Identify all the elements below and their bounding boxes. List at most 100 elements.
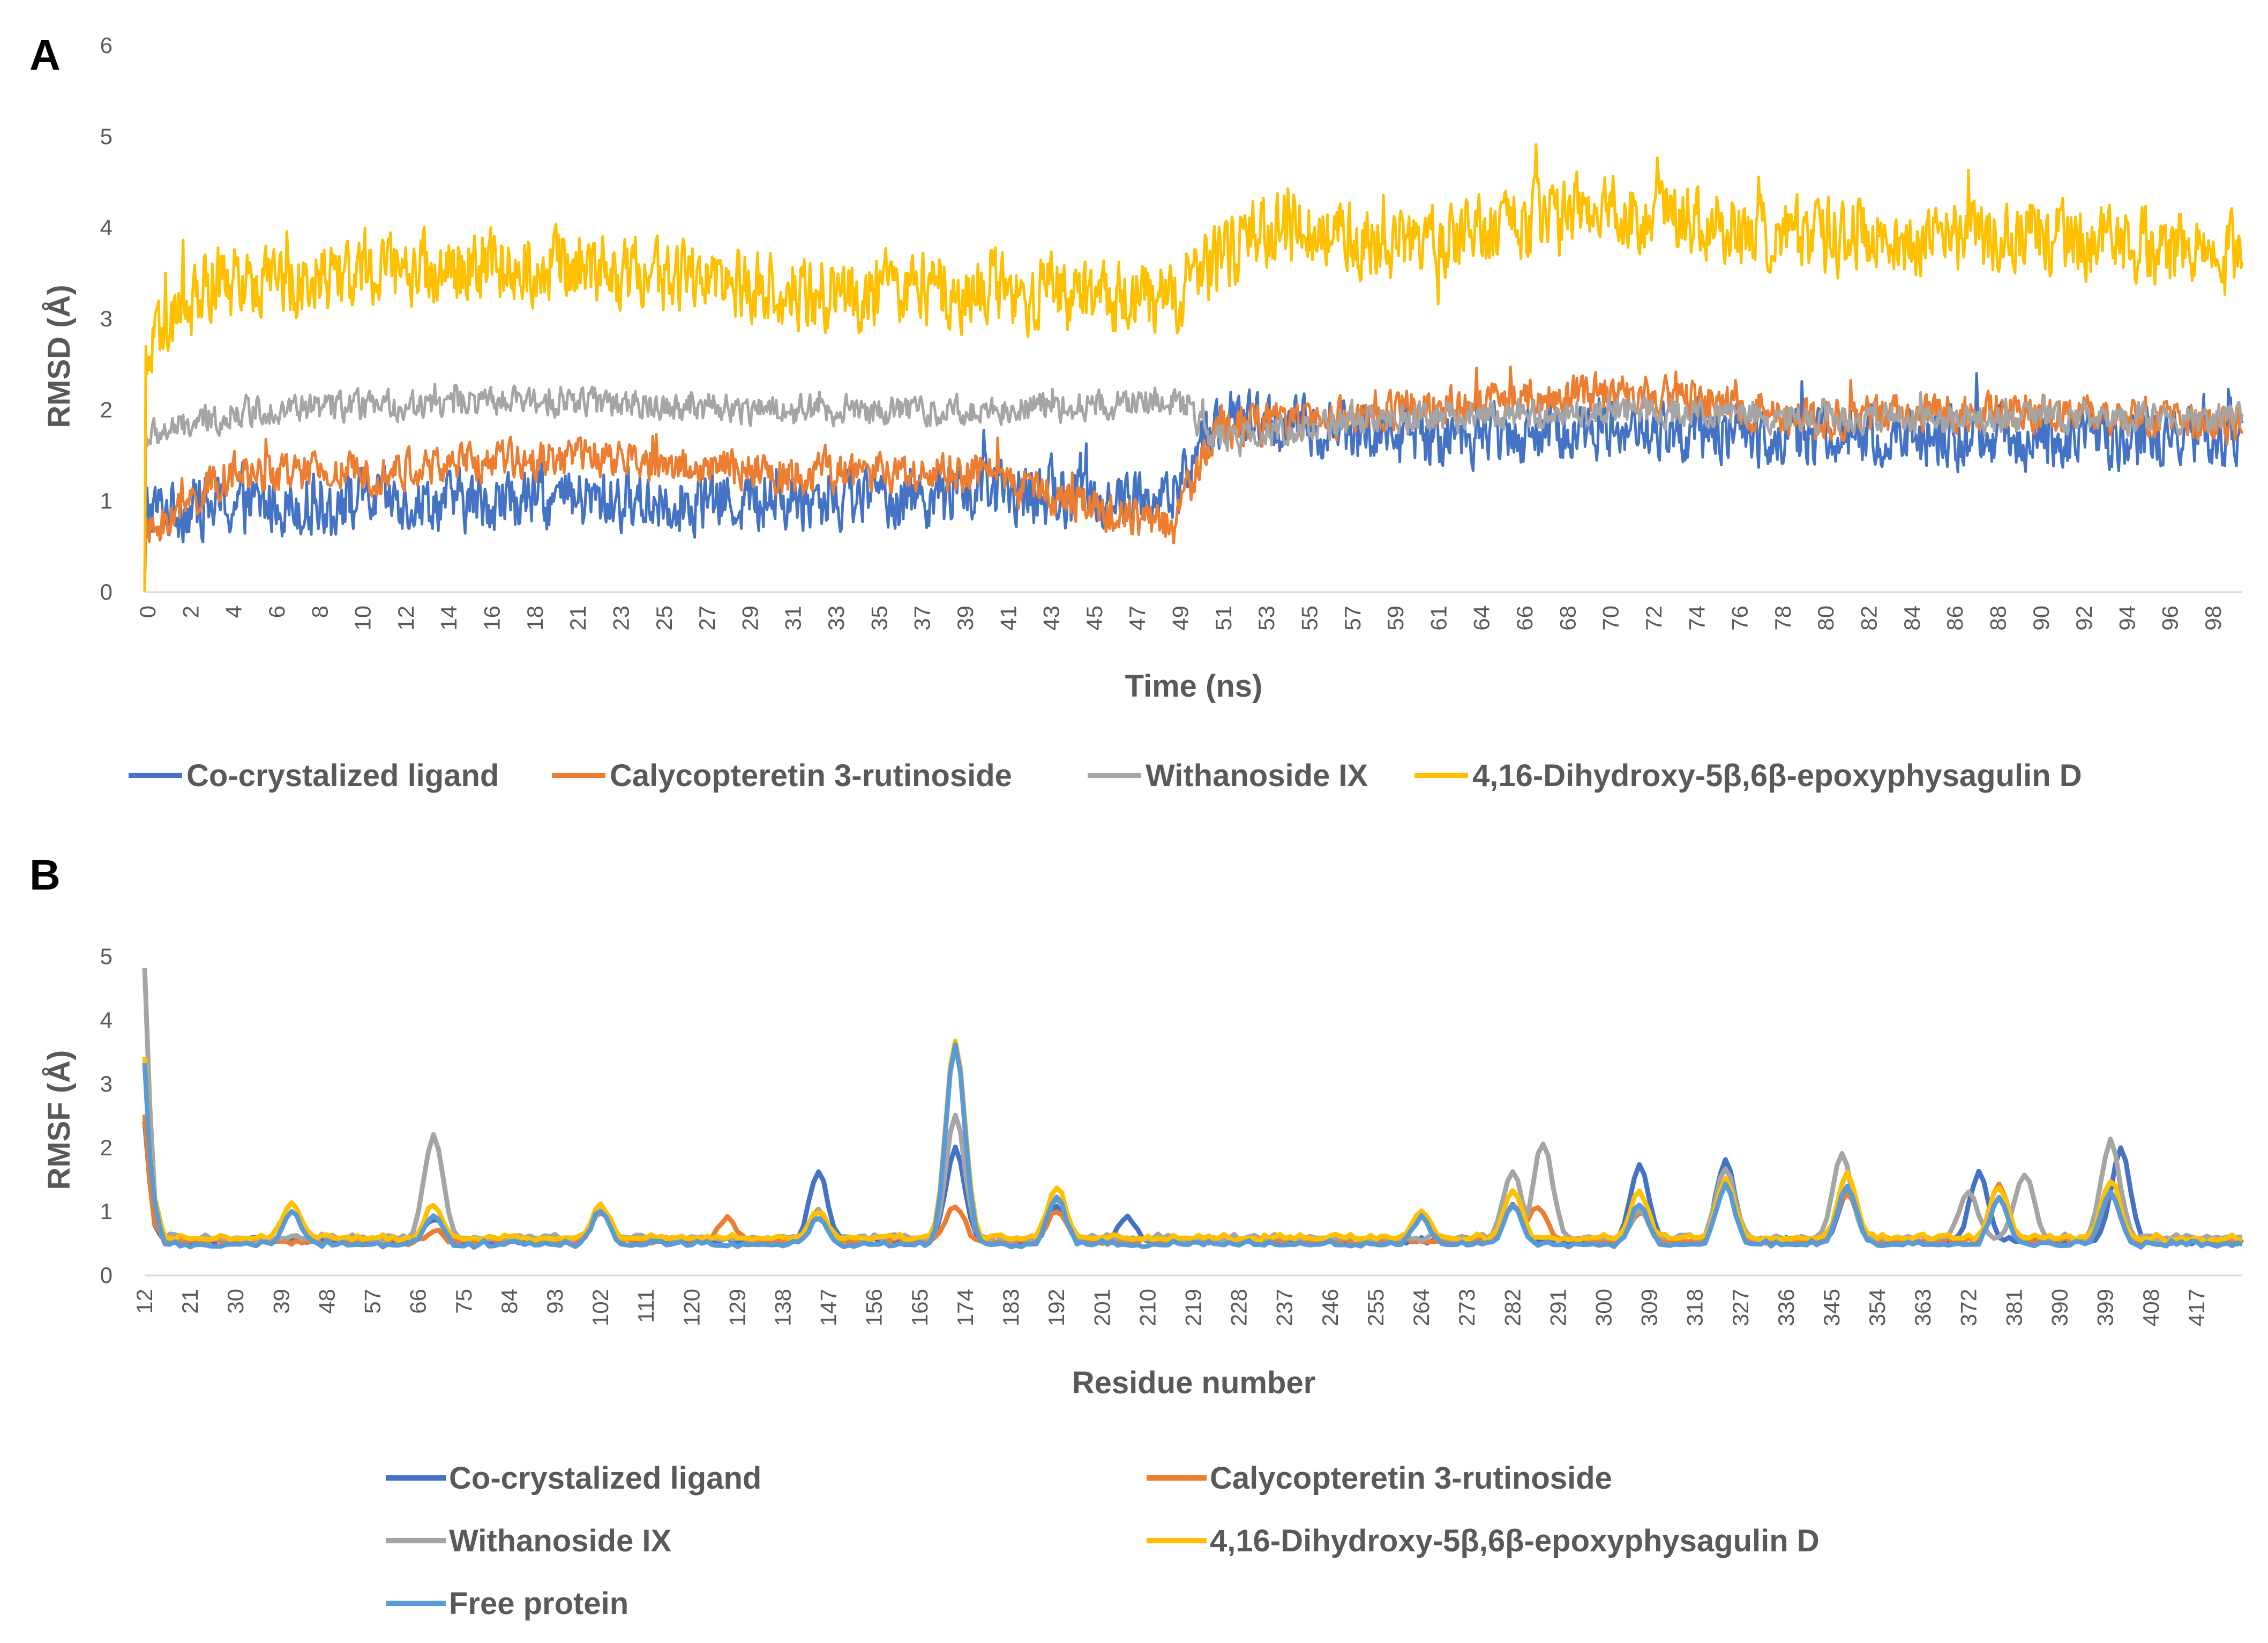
rmsf-x-tick: 111 (633, 1289, 658, 1323)
rmsf-x-tick: 318 (1682, 1289, 1708, 1326)
rmsd-x-tick: 53 (1254, 606, 1279, 631)
rmsd-legend-label: Calycopteretin 3-rutinoside (610, 758, 1012, 793)
rmsd-y-tick: 5 (100, 124, 113, 149)
rmsd-x-tick: 64 (1469, 606, 1494, 631)
rmsd-y-tick: 2 (100, 397, 113, 422)
rmsd-x-tick: 43 (1039, 606, 1064, 631)
rmsf-legend-label: Calycopteretin 3-rutinoside (1210, 1461, 1612, 1496)
rmsf-legend-label: Free protein (449, 1586, 628, 1621)
rmsf-y-tick: 4 (100, 1007, 113, 1033)
rmsd-x-tick: 2 (178, 606, 203, 618)
rmsd-legend-label: Co-crystalized ligand (186, 758, 499, 793)
rmsd-x-tick: 29 (737, 606, 762, 631)
rmsf-y-tick: 3 (100, 1071, 113, 1096)
rmsf-series-line (142, 1039, 2243, 1245)
rmsd-x-tick: 47 (1125, 606, 1150, 631)
rmsd-x-tick: 76 (1727, 606, 1753, 631)
rmsf-x-tick: 201 (1089, 1289, 1114, 1326)
rmsf-x-tick: 246 (1318, 1289, 1343, 1326)
rmsd-x-tick: 80 (1813, 606, 1838, 631)
rmsf-x-tick: 48 (314, 1289, 339, 1314)
rmsf-x-tick: 219 (1181, 1289, 1206, 1326)
rmsd-x-tick: 12 (393, 606, 418, 631)
rmsd-x-tick: 90 (2029, 606, 2054, 631)
rmsd-x-tick: 18 (522, 606, 548, 631)
rmsf-x-tick: 129 (724, 1289, 750, 1326)
rmsd-y-tick: 3 (100, 306, 113, 331)
rmsf-x-tick: 399 (2093, 1289, 2118, 1326)
rmsf-x-tick: 174 (953, 1289, 978, 1326)
rmsf-x-tick: 237 (1272, 1289, 1297, 1326)
rmsd-x-tick: 72 (1641, 606, 1666, 631)
rmsf-x-tick: 417 (2184, 1289, 2209, 1326)
rmsd-x-tick: 82 (1857, 606, 1882, 631)
rmsf-x-tick: 165 (907, 1289, 932, 1326)
rmsd-x-tick: 70 (1598, 606, 1623, 631)
rmsd-legend-label: Withanoside IX (1146, 758, 1368, 793)
rmsd-x-axis-label: Time (ns) (1125, 669, 1263, 704)
rmsf-series-line (142, 1042, 2243, 1250)
rmsd-y-tick: 6 (100, 33, 113, 58)
rmsf-legend-label: Co-crystalized ligand (449, 1461, 761, 1496)
rmsd-x-tick: 78 (1770, 606, 1795, 631)
rmsf-x-tick: 102 (588, 1289, 613, 1326)
rmsd-series-line (143, 383, 2244, 593)
rmsd-x-tick: 57 (1340, 606, 1365, 631)
rmsf-x-tick: 156 (862, 1289, 887, 1326)
rmsd-x-tick: 25 (652, 606, 677, 631)
rmsd-x-tick: 8 (307, 606, 332, 618)
rmsd-legend: Co-crystalized ligand Calycopteretin 3-ru… (129, 758, 2082, 793)
rmsd-x-tick: 23 (608, 606, 633, 631)
rmsf-series-line (142, 967, 2243, 1244)
rmsd-x-tick: 6 (264, 606, 289, 618)
rmsf-x-axis-label: Residue number (1072, 1365, 1315, 1400)
rmsd-x-tick: 66 (1512, 606, 1537, 631)
rmsf-legend-label: 4,16-Dihydroxy-5β,6β-epoxyphysagulin D (1210, 1523, 1820, 1558)
rmsd-x-tick: 84 (1899, 606, 1925, 631)
rmsd-x-tick: 35 (866, 606, 892, 631)
rmsf-x-tick: 354 (1865, 1289, 1890, 1326)
rmsf-series-line (142, 1121, 2244, 1248)
rmsd-x-tick: 45 (1082, 606, 1107, 631)
rmsd-x-tick: 37 (910, 606, 935, 631)
rmsd-y-axis-label: RMSD (Å) (42, 285, 77, 428)
rmsf-y-tick: 5 (100, 944, 113, 969)
rmsf-series-line (142, 1114, 2243, 1248)
rmsd-x-tick: 88 (1985, 606, 2010, 631)
rmsf-x-tick: 309 (1637, 1289, 1662, 1326)
rmsf-x-tick: 273 (1454, 1289, 1479, 1326)
rmsf-x-tick: 57 (360, 1289, 385, 1314)
rmsd-y-tick: 1 (100, 488, 113, 513)
rmsf-y-tick: 1 (100, 1199, 113, 1224)
rmsf-x-tick: 120 (679, 1289, 704, 1326)
rmsf-x-tick: 291 (1545, 1289, 1570, 1326)
rmsf-x-tick: 372 (1956, 1289, 1981, 1326)
rmsd-x-tick: 94 (2114, 606, 2139, 631)
rmsf-x-tick: 264 (1409, 1289, 1434, 1326)
rmsd-legend-label: 4,16-Dihydroxy-5β,6β-epoxyphysagulin D (1472, 758, 2082, 793)
rmsd-series-line (143, 372, 2244, 593)
rmsf-x-tick: 30 (223, 1289, 248, 1314)
rmsd-x-tick: 98 (2200, 606, 2226, 631)
rmsf-x-tick: 228 (1226, 1289, 1252, 1326)
rmsd-x-tick: 74 (1684, 606, 1709, 631)
rmsf-x-tick: 345 (1819, 1289, 1844, 1326)
rmsd-series-line (143, 365, 2244, 593)
rmsf-x-tick: 21 (177, 1289, 203, 1314)
rmsf-x-ticks: 12 21 30 39 48 57 66 75 84 93 102 111 120 129 138 147 15… (132, 1289, 2209, 1326)
rmsd-x-tick: 59 (1383, 606, 1408, 631)
rmsd-y-ticks: 0 1 2 3 4 5 6 (100, 33, 113, 604)
rmsf-x-tick: 381 (2001, 1289, 2026, 1326)
rmsf-legend-label: Withanoside IX (449, 1523, 671, 1558)
rmsd-series (143, 143, 2244, 593)
rmsf-y-axis-label: RMSF (Å) (42, 1050, 77, 1190)
rmsf-x-tick: 336 (1773, 1289, 1799, 1326)
rmsf-y-ticks: 0 1 2 3 4 5 (100, 944, 113, 1288)
rmsd-x-tick: 61 (1426, 606, 1451, 631)
rmsf-x-tick: 138 (770, 1289, 796, 1326)
rmsd-x-tick: 86 (1942, 606, 1967, 631)
rmsd-y-tick: 4 (100, 215, 113, 240)
